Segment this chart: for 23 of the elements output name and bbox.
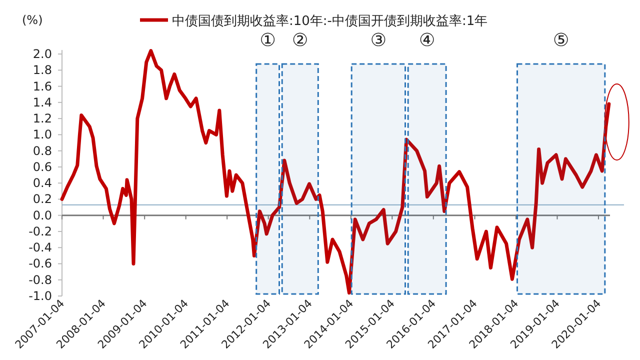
y-tick-label: 1.8 [32, 63, 52, 78]
band-label: ⑤ [553, 30, 570, 51]
y-tick-label: -0.6 [28, 256, 52, 271]
y-tick-label: -0.8 [28, 272, 52, 287]
legend-label: 中债国债到期收益率:10年:-中债国开债到期收益率:1年 [172, 13, 488, 29]
y-tick-label: -0.2 [28, 224, 52, 238]
band-label: ③ [370, 30, 386, 51]
y-tick-label: -0.4 [28, 240, 52, 255]
y-tick-label: 1.4 [32, 95, 52, 110]
y-tick-label: 0.4 [32, 176, 52, 190]
band-label: ② [292, 30, 308, 51]
y-tick-label: 1.2 [32, 112, 52, 126]
y-tick-label: 0.8 [32, 144, 52, 158]
y-tick-label: -1.0 [28, 289, 52, 303]
band-label: ④ [419, 30, 436, 51]
y-tick-label: 1.0 [32, 128, 52, 142]
y-tick-label: 0.0 [32, 208, 52, 222]
y-axis-title: (%) [22, 13, 43, 27]
band-label: ① [260, 30, 276, 51]
y-tick-label: 0.6 [32, 160, 52, 174]
y-tick-label: 2.0 [32, 47, 52, 62]
y-tick-label: 0.2 [32, 192, 52, 206]
y-tick-label: 1.6 [32, 79, 52, 94]
